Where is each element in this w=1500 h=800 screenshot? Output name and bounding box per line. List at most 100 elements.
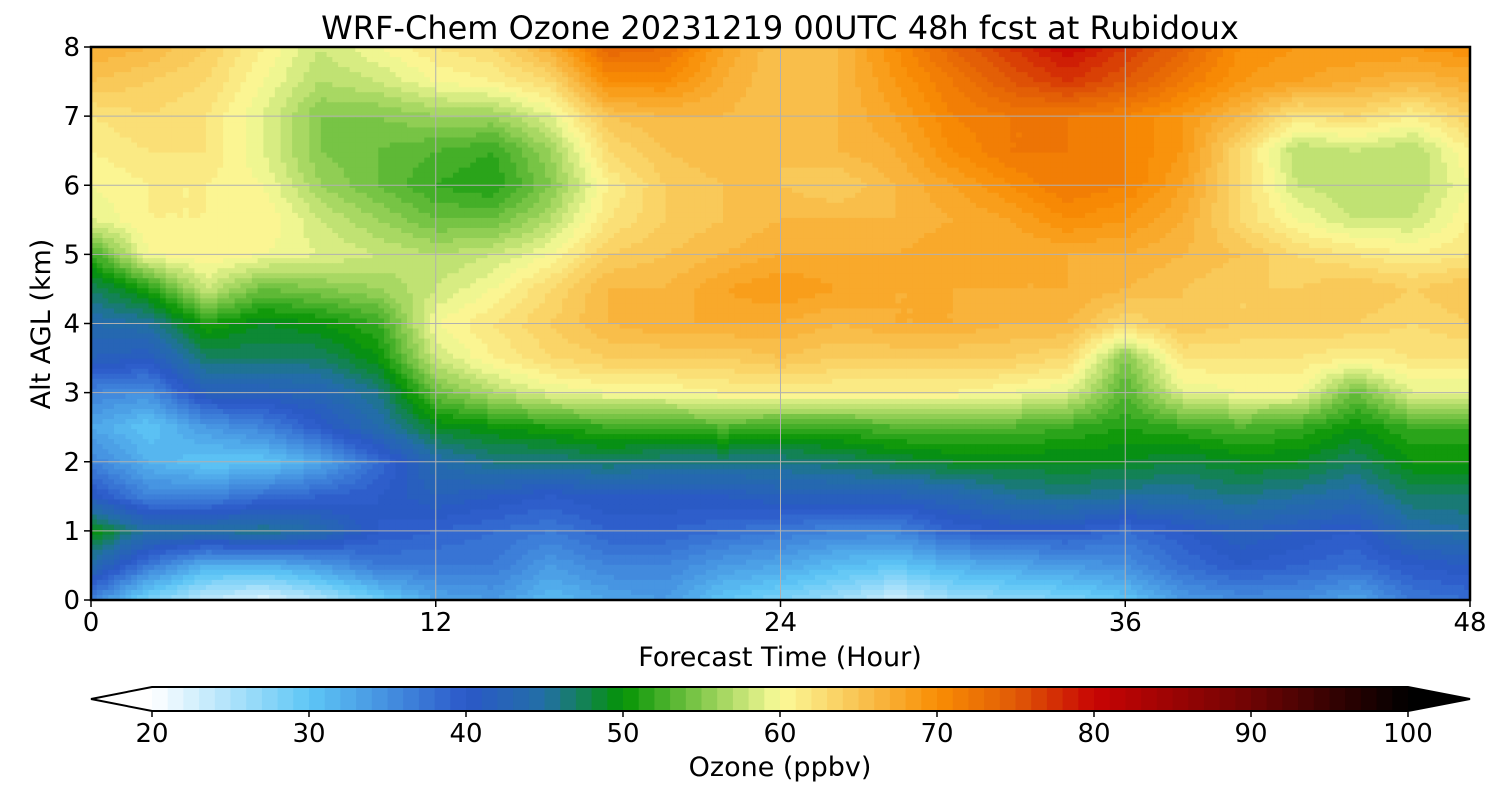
contour-cell: [361, 102, 368, 108]
contour-cell: [441, 92, 448, 98]
contour-cell: [217, 122, 224, 129]
contour-cell: [1194, 87, 1201, 93]
contour-cell: [654, 137, 661, 144]
contour-cell: [349, 132, 356, 139]
contour-cell: [780, 47, 787, 53]
contour-cell: [349, 47, 356, 53]
contour-cell: [682, 57, 690, 63]
contour-cell: [131, 97, 138, 103]
contour-cell: [975, 102, 983, 108]
contour-cell: [906, 97, 914, 103]
contour-cell: [148, 87, 155, 93]
contour-cell: [636, 87, 644, 93]
contour-cell: [872, 127, 879, 134]
contour-cell: [786, 62, 793, 68]
contour-cell: [303, 97, 310, 103]
contour-cell: [441, 67, 448, 73]
contour-cell: [636, 97, 644, 103]
contour-cell: [326, 87, 333, 93]
contour-cell: [1452, 82, 1460, 88]
contour-cell: [481, 87, 489, 93]
contour-cell: [1073, 122, 1080, 129]
contour-cell: [475, 52, 483, 58]
contour-cell: [521, 47, 529, 53]
contour-cell: [142, 72, 150, 78]
contour-cell: [412, 72, 420, 78]
contour-cell: [1257, 87, 1264, 93]
contour-cell: [1383, 137, 1391, 144]
contour-cell: [309, 82, 316, 88]
contour-cell: [832, 52, 839, 58]
contour-cell: [1441, 62, 1448, 68]
contour-cell: [1268, 97, 1276, 103]
contour-cell: [1050, 52, 1057, 58]
contour-cell: [119, 87, 127, 93]
contour-cell: [746, 132, 753, 139]
contour-cell: [700, 62, 707, 68]
contour-cell: [1176, 62, 1184, 68]
contour-cell: [332, 107, 339, 113]
contour-cell: [355, 97, 362, 103]
contour-cell: [866, 142, 874, 149]
contour-cell: [458, 62, 466, 68]
contour-cell: [1062, 102, 1069, 108]
contour-cell: [998, 117, 1006, 124]
contour-cell: [1182, 97, 1190, 103]
contour-cell: [361, 142, 368, 149]
contour-cell: [918, 62, 925, 68]
contour-cell: [338, 77, 345, 83]
contour-cell: [274, 102, 282, 108]
contour-cell: [527, 127, 535, 134]
contour-cell: [401, 52, 408, 58]
contour-cell: [1343, 72, 1350, 78]
contour-cell: [1458, 97, 1465, 103]
contour-cell: [395, 112, 402, 118]
contour-cell: [751, 102, 759, 108]
contour-cell: [1412, 62, 1419, 68]
contour-cell: [1395, 82, 1402, 88]
contour-cell: [998, 87, 1006, 93]
contour-cell: [550, 112, 558, 118]
contour-cell: [1326, 92, 1333, 98]
contour-cell: [814, 92, 822, 98]
contour-cell: [878, 92, 885, 98]
contour-cell: [590, 77, 598, 83]
contour-cell: [998, 62, 1006, 68]
contour-cell: [585, 132, 592, 139]
contour-cell: [694, 57, 701, 63]
contour-cell: [165, 107, 173, 113]
contour-cell: [487, 137, 494, 144]
contour-cell: [269, 67, 276, 73]
contour-cell: [1010, 117, 1017, 124]
contour-cell: [613, 102, 621, 108]
contour-cell: [1090, 117, 1098, 124]
contour-cell: [935, 132, 942, 139]
contour-cell: [1406, 62, 1414, 68]
contour-cell: [510, 57, 517, 63]
contour-cell: [970, 92, 977, 98]
contour-cell: [481, 112, 489, 118]
contour-cell: [579, 87, 586, 93]
contour-cell: [872, 62, 879, 68]
contour-cell: [458, 47, 466, 53]
contour-cell: [1435, 142, 1442, 149]
contour-cell: [1418, 77, 1425, 83]
contour-cell: [223, 122, 230, 129]
contour-cell: [843, 142, 851, 149]
contour-cell: [1108, 112, 1115, 118]
contour-cell: [1021, 47, 1029, 53]
contour-cell: [918, 57, 925, 63]
contour-cell: [1050, 77, 1057, 83]
contour-cell: [728, 82, 736, 88]
contour-cell: [424, 57, 431, 63]
contour-cell: [820, 132, 828, 139]
contour-cell: [723, 67, 730, 73]
contour-cell: [521, 142, 529, 149]
contour-cell: [435, 137, 443, 144]
contour-cell: [1274, 82, 1281, 88]
contour-cell: [320, 97, 328, 103]
contour-cell: [1090, 142, 1098, 149]
contour-cell: [786, 122, 793, 129]
contour-cell: [970, 77, 977, 83]
contour-cell: [372, 107, 379, 113]
